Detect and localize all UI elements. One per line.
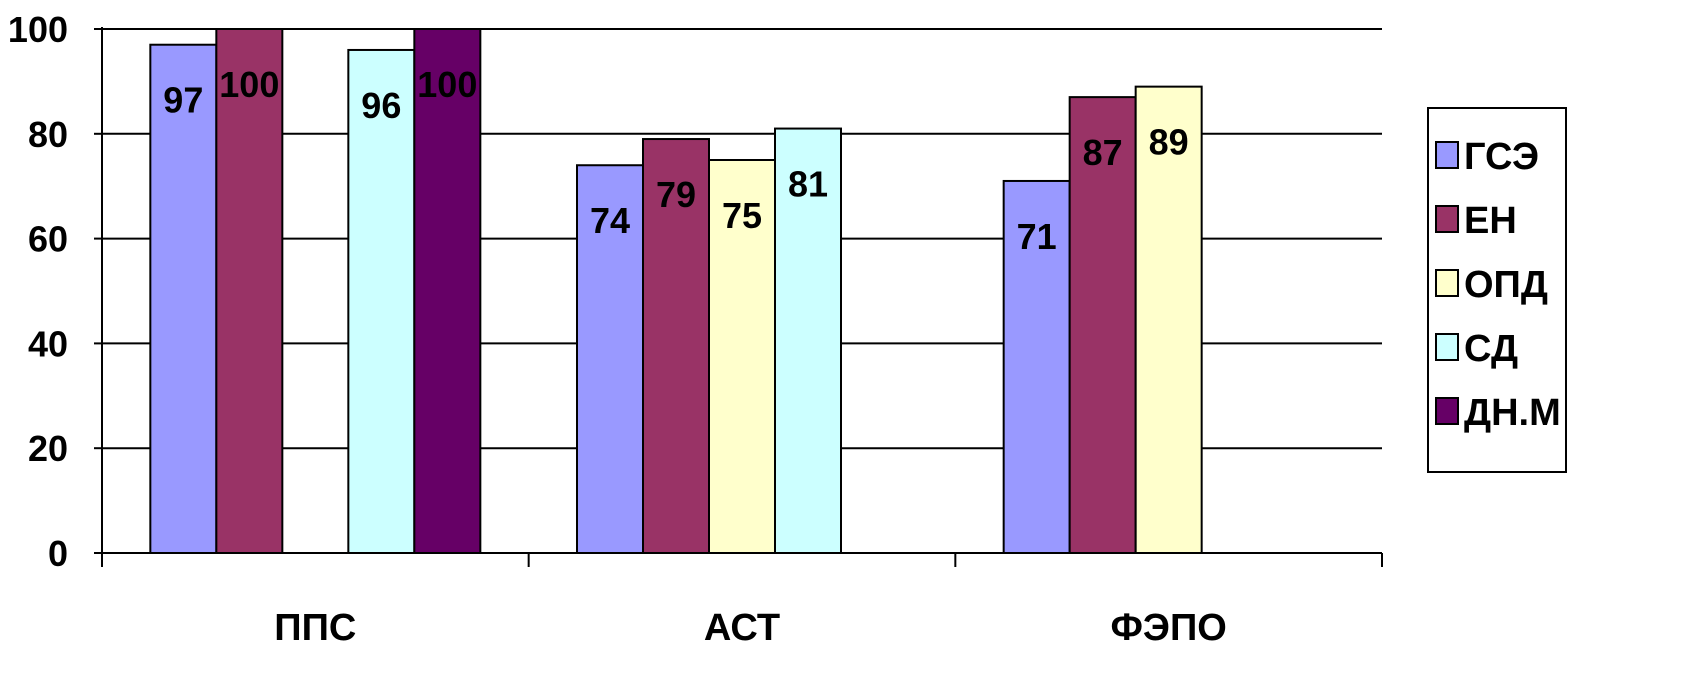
x-category-label: ФЭПО [1110, 607, 1226, 649]
bar [347, 48, 416, 555]
legend-swatch [1435, 269, 1459, 297]
data-label: 87 [1083, 132, 1123, 173]
bar [774, 127, 842, 554]
y-tick-label: 80 [28, 114, 68, 155]
data-label: 71 [1017, 216, 1057, 257]
legend-label: СД [1464, 328, 1518, 370]
legend: ГСЭ ЕН ОПД СД ДН.М [1427, 107, 1567, 473]
y-tick-label: 40 [28, 323, 68, 364]
bars [149, 28, 1203, 555]
data-label: 81 [788, 164, 828, 205]
legend-label: ЕН [1464, 200, 1517, 242]
legend-swatch [1435, 333, 1459, 361]
data-label: 100 [219, 64, 279, 105]
data-label: 79 [656, 174, 696, 215]
bar [1068, 96, 1137, 555]
data-label: 74 [590, 200, 630, 241]
x-category-label: АСТ [704, 607, 780, 649]
x-category-label: ППС [274, 607, 356, 649]
legend-swatch [1435, 141, 1459, 169]
bar [1002, 179, 1071, 555]
data-label: 75 [722, 195, 762, 236]
y-tick-label: 60 [28, 219, 68, 260]
axes: 0 20 40 60 80 100 ППС АСТ ФЭПО [8, 9, 1383, 649]
data-label: 97 [163, 80, 203, 121]
data-label: 96 [361, 85, 401, 126]
legend-swatch [1435, 205, 1459, 233]
legend-label: ОПД [1464, 264, 1548, 306]
bar [642, 138, 710, 554]
bar [215, 28, 284, 554]
bar [1134, 85, 1203, 554]
legend-label: ГСЭ [1464, 136, 1539, 178]
data-label: 100 [417, 64, 477, 105]
y-tick-label: 100 [8, 9, 68, 50]
legend-swatch [1435, 397, 1459, 425]
data-labels: 97 100 96 100 74 79 75 81 71 87 89 [163, 64, 1188, 257]
y-tick-label: 0 [48, 533, 68, 574]
bar [413, 28, 482, 554]
data-label: 89 [1149, 122, 1189, 163]
bar [149, 43, 218, 554]
legend-label: ДН.М [1464, 392, 1561, 434]
y-tick-label: 20 [28, 428, 68, 469]
